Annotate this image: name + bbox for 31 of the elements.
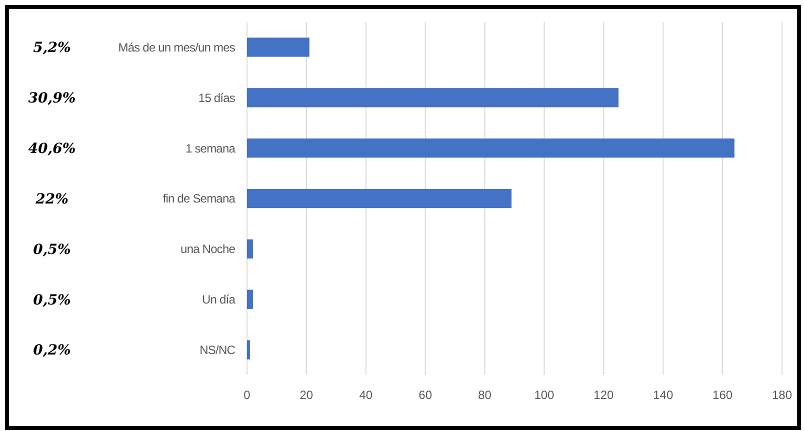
text: 0,2% <box>33 342 71 359</box>
y-tick-label: Más de un mes/un mes <box>118 40 236 54</box>
y-tick-label: 15 días <box>198 90 236 105</box>
y-tick-label: NS/NC <box>200 342 236 357</box>
text: 22% <box>34 191 68 208</box>
x-tick-label: 60 <box>418 388 432 402</box>
text: 30,9% <box>28 90 76 107</box>
x-tick-label: 40 <box>359 388 373 402</box>
x-tick-label: 160 <box>712 388 733 402</box>
y-tick-label: fin de Semana <box>162 192 236 206</box>
bar <box>247 290 253 309</box>
bar <box>247 138 734 158</box>
text: 0,5% <box>33 242 71 258</box>
bar <box>247 340 250 360</box>
x-tick-label: 80 <box>478 388 492 402</box>
x-tick-label: 20 <box>300 388 314 402</box>
text: 40,6% <box>28 140 76 157</box>
text: 0,5% <box>33 292 71 308</box>
y-tick-label: 1 semana <box>186 141 236 156</box>
x-tick-label: 120 <box>594 388 614 402</box>
bar <box>247 239 253 259</box>
x-tick-label: 0 <box>244 388 251 402</box>
y-tick-label: Un día <box>202 292 236 307</box>
bar <box>247 88 619 108</box>
bar <box>247 38 310 57</box>
y-tick-label: una Noche <box>180 242 236 256</box>
bar <box>247 188 512 208</box>
x-tick-label: 100 <box>534 388 555 402</box>
x-tick-label: 140 <box>653 388 674 402</box>
text: 5,2% <box>33 40 71 56</box>
x-tick-label: 180 <box>772 388 792 402</box>
